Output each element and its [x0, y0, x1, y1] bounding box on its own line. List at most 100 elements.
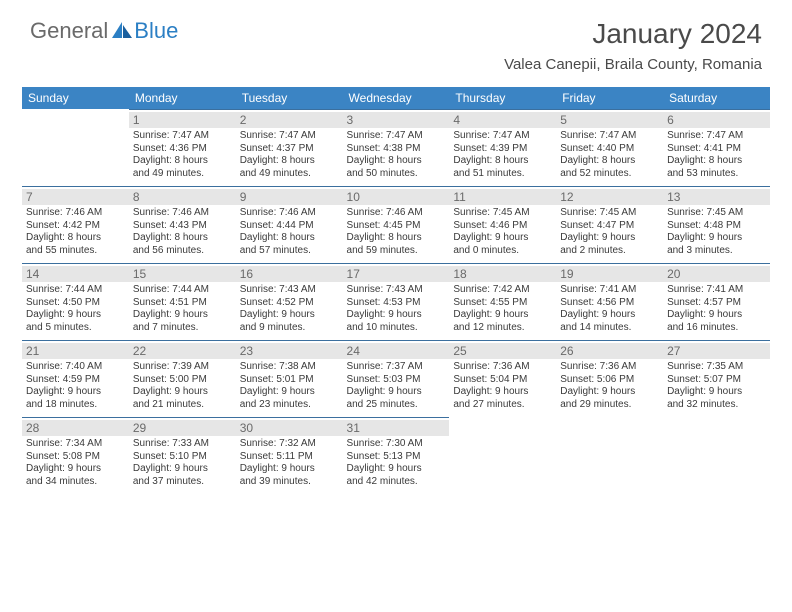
- daylight-line: Daylight: 9 hours: [133, 309, 232, 322]
- daylight-line: Daylight: 9 hours: [240, 386, 339, 399]
- calendar-cell: 10Sunrise: 7:46 AMSunset: 4:45 PMDayligh…: [343, 186, 450, 263]
- logo-sail-icon: [110, 22, 132, 40]
- sunset-line: Sunset: 4:51 PM: [133, 297, 232, 310]
- calendar-cell: 5Sunrise: 7:47 AMSunset: 4:40 PMDaylight…: [556, 109, 663, 186]
- calendar-cell: 20Sunrise: 7:41 AMSunset: 4:57 PMDayligh…: [663, 263, 770, 340]
- calendar-cell: 18Sunrise: 7:42 AMSunset: 4:55 PMDayligh…: [449, 263, 556, 340]
- calendar-table: Sunday Monday Tuesday Wednesday Thursday…: [22, 87, 770, 494]
- title-block: January 2024 Valea Canepii, Braila Count…: [504, 18, 762, 73]
- sunset-line: Sunset: 4:38 PM: [347, 143, 446, 156]
- calendar-cell: 24Sunrise: 7:37 AMSunset: 5:03 PMDayligh…: [343, 340, 450, 417]
- sunrise-line: Sunrise: 7:45 AM: [667, 207, 766, 220]
- daylight-line: and 37 minutes.: [133, 476, 232, 489]
- calendar-cell: [22, 109, 129, 186]
- sunset-line: Sunset: 4:47 PM: [560, 220, 659, 233]
- sunset-line: Sunset: 4:44 PM: [240, 220, 339, 233]
- sunset-line: Sunset: 5:13 PM: [347, 451, 446, 464]
- daylight-line: Daylight: 8 hours: [347, 155, 446, 168]
- daylight-line: and 2 minutes.: [560, 245, 659, 258]
- sunrise-line: Sunrise: 7:47 AM: [133, 130, 232, 143]
- daylight-line: and 0 minutes.: [453, 245, 552, 258]
- day-number: 16: [236, 266, 343, 282]
- daylight-line: Daylight: 8 hours: [560, 155, 659, 168]
- sunset-line: Sunset: 5:11 PM: [240, 451, 339, 464]
- sunset-line: Sunset: 4:42 PM: [26, 220, 125, 233]
- daylight-line: Daylight: 9 hours: [667, 309, 766, 322]
- calendar-cell: 1Sunrise: 7:47 AMSunset: 4:36 PMDaylight…: [129, 109, 236, 186]
- calendar-cell: 31Sunrise: 7:30 AMSunset: 5:13 PMDayligh…: [343, 417, 450, 494]
- calendar-cell: 15Sunrise: 7:44 AMSunset: 4:51 PMDayligh…: [129, 263, 236, 340]
- sunset-line: Sunset: 5:04 PM: [453, 374, 552, 387]
- day-number: 29: [129, 420, 236, 436]
- daylight-line: and 5 minutes.: [26, 322, 125, 335]
- calendar-week-row: 7 Sunrise: 7:46 AM Sunset: 4:42 PM Daylight…: [22, 186, 770, 263]
- sunrise-line: Sunrise: 7:32 AM: [240, 438, 339, 451]
- daylight-line: and 14 minutes.: [560, 322, 659, 335]
- sunrise-line: Sunrise: 7:41 AM: [667, 284, 766, 297]
- sunrise-line: Sunrise: 7:46 AM: [240, 207, 339, 220]
- calendar-week-row: 21 Sunrise: 7:40 AMSunset: 4:59 PM Dayligh…: [22, 340, 770, 417]
- page-title: January 2024: [504, 18, 762, 50]
- daylight-line: Daylight: 9 hours: [133, 463, 232, 476]
- sunset-line: Sunset: 4:59 PM: [26, 374, 125, 387]
- sunset-line: Sunset: 4:48 PM: [667, 220, 766, 233]
- day-number: 7: [22, 189, 129, 205]
- daylight-line: Daylight: 9 hours: [26, 463, 125, 476]
- day-number: 25: [449, 343, 556, 359]
- day-number: 18: [449, 266, 556, 282]
- sunset-line: Sunset: 4:50 PM: [26, 297, 125, 310]
- day-number: 27: [663, 343, 770, 359]
- daylight-line: Daylight: 9 hours: [560, 232, 659, 245]
- daylight-line: Daylight: 9 hours: [133, 386, 232, 399]
- day-number: 23: [236, 343, 343, 359]
- sunrise-line: Sunrise: 7:40 AM: [26, 361, 125, 374]
- daylight-line: and 25 minutes.: [347, 399, 446, 412]
- day-number: 8: [129, 189, 236, 205]
- calendar-cell: 3Sunrise: 7:47 AMSunset: 4:38 PMDaylight…: [343, 109, 450, 186]
- daylight-line: and 21 minutes.: [133, 399, 232, 412]
- day-number: 10: [343, 189, 450, 205]
- day-number: 30: [236, 420, 343, 436]
- sunset-line: Sunset: 5:03 PM: [347, 374, 446, 387]
- daylight-line: Daylight: 9 hours: [347, 463, 446, 476]
- calendar-cell: 29Sunrise: 7:33 AMSunset: 5:10 PMDayligh…: [129, 417, 236, 494]
- daylight-line: Daylight: 9 hours: [240, 309, 339, 322]
- daylight-line: and 18 minutes.: [26, 399, 125, 412]
- sunrise-line: Sunrise: 7:44 AM: [26, 284, 125, 297]
- weekday-header: Tuesday: [236, 87, 343, 109]
- daylight-line: Daylight: 9 hours: [560, 309, 659, 322]
- sunrise-line: Sunrise: 7:47 AM: [667, 130, 766, 143]
- daylight-line: and 9 minutes.: [240, 322, 339, 335]
- daylight-line: and 27 minutes.: [453, 399, 552, 412]
- sunset-line: Sunset: 4:53 PM: [347, 297, 446, 310]
- sunrise-line: Sunrise: 7:36 AM: [453, 361, 552, 374]
- sunrise-line: Sunrise: 7:42 AM: [453, 284, 552, 297]
- daylight-line: and 56 minutes.: [133, 245, 232, 258]
- day-number: 22: [129, 343, 236, 359]
- sunset-line: Sunset: 4:46 PM: [453, 220, 552, 233]
- day-number: 24: [343, 343, 450, 359]
- sunset-line: Sunset: 5:10 PM: [133, 451, 232, 464]
- sunrise-line: Sunrise: 7:47 AM: [560, 130, 659, 143]
- calendar-week-row: 1Sunrise: 7:47 AMSunset: 4:36 PMDaylight…: [22, 109, 770, 186]
- daylight-line: and 49 minutes.: [240, 168, 339, 181]
- daylight-line: Daylight: 9 hours: [453, 309, 552, 322]
- sunset-line: Sunset: 5:01 PM: [240, 374, 339, 387]
- day-number: 26: [556, 343, 663, 359]
- day-number: 12: [556, 189, 663, 205]
- daylight-line: Daylight: 8 hours: [347, 232, 446, 245]
- sunrise-line: Sunrise: 7:47 AM: [240, 130, 339, 143]
- sunrise-line: Sunrise: 7:45 AM: [453, 207, 552, 220]
- weekday-header: Saturday: [663, 87, 770, 109]
- daylight-line: and 12 minutes.: [453, 322, 552, 335]
- sunrise-line: Sunrise: 7:46 AM: [133, 207, 232, 220]
- calendar-cell: 21Sunrise: 7:40 AMSunset: 4:59 PMDayligh…: [22, 340, 129, 417]
- sunrise-line: Sunrise: 7:43 AM: [240, 284, 339, 297]
- daylight-line: and 29 minutes.: [560, 399, 659, 412]
- daylight-line: and 49 minutes.: [133, 168, 232, 181]
- daylight-line: Daylight: 9 hours: [453, 386, 552, 399]
- calendar-cell: 22Sunrise: 7:39 AMSunset: 5:00 PMDayligh…: [129, 340, 236, 417]
- sunset-line: Sunset: 4:45 PM: [347, 220, 446, 233]
- calendar-cell: 23Sunrise: 7:38 AMSunset: 5:01 PMDayligh…: [236, 340, 343, 417]
- day-number: 21: [22, 343, 129, 359]
